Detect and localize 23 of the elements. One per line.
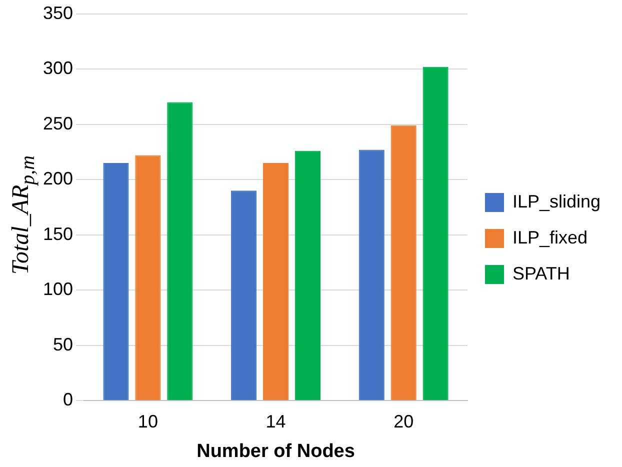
x-axis-title: Number of Nodes [196, 440, 355, 462]
bar [294, 150, 321, 400]
y-tick-label: 350 [42, 2, 74, 23]
bar [390, 125, 416, 400]
bar [135, 155, 161, 400]
y-tick-label: 150 [42, 224, 74, 244]
x-tick-label: 14 [266, 411, 286, 432]
legend-label: SPATH [512, 263, 570, 284]
y-tick-label: 250 [42, 113, 74, 134]
y-tick-label: 200 [42, 168, 74, 189]
legend-label: ILP_sliding [512, 191, 601, 212]
x-tick-label: 20 [394, 411, 414, 432]
bar [262, 162, 289, 400]
bar [422, 66, 448, 400]
x-tick-label: 10 [138, 411, 158, 432]
bar [231, 190, 257, 400]
y-tick-label: 50 [53, 334, 74, 354]
y-tick-label: 300 [42, 58, 74, 78]
legend-label: ILP_fixed [512, 227, 588, 248]
bar [358, 150, 384, 400]
bar [167, 102, 193, 400]
y-tick-label: 0 [63, 390, 74, 410]
y-tick-label: 100 [42, 279, 74, 300]
